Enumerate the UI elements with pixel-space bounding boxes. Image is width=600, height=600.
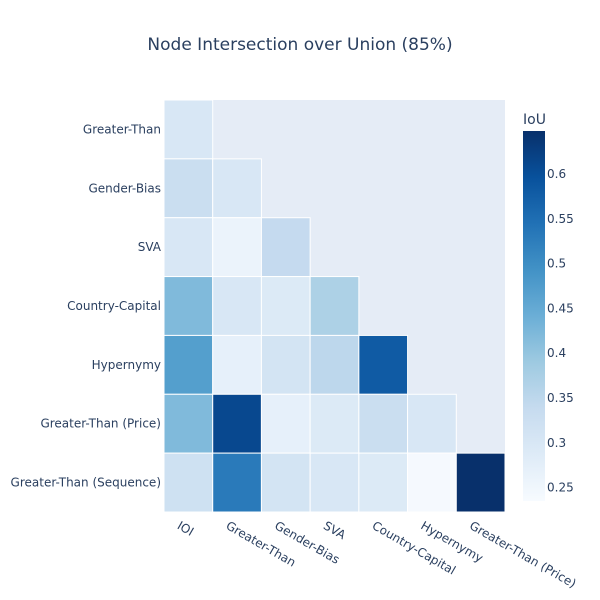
colorbar-title: IoU: [523, 112, 546, 128]
y-tick-label: Hypernymy: [92, 358, 161, 372]
y-tick-label: Gender-Bias: [88, 181, 161, 195]
colorbar-tick-label: 0.5: [547, 257, 566, 271]
heatmap-cell: [358, 393, 409, 454]
colorbar-tick-label: 0.45: [547, 301, 574, 315]
heatmap-cell: [455, 452, 506, 513]
heatmap-cell: [358, 334, 409, 395]
y-axis-tick-labels: Greater-Than Gender-Bias SVA Country-Capita…: [11, 122, 162, 489]
heatmap-cell: [309, 276, 360, 336]
heatmap-cell: [309, 452, 360, 513]
colorbar-gradient: [523, 131, 545, 501]
y-tick-label: SVA: [138, 240, 162, 254]
colorbar-tick-label: 0.3: [547, 436, 566, 450]
heatmap-cell: [407, 393, 457, 454]
heatmap-cell: [163, 158, 214, 219]
colorbar-tick-label: 0.4: [547, 346, 566, 360]
y-tick-label: Greater-Than (Price): [40, 417, 161, 431]
y-tick-label: Country-Capital: [67, 299, 161, 313]
heatmap-cell: [407, 452, 457, 513]
heatmap-cell: [212, 452, 262, 513]
heatmap-cell: [260, 393, 311, 454]
heatmap-plot-area: [163, 99, 506, 513]
colorbar-tick-labels: 0.25 0.3 0.35 0.4 0.45 0.5 0.55 0.6: [547, 167, 574, 495]
heatmap-cell: [163, 334, 214, 395]
x-tick-label: IOI: [175, 518, 196, 538]
heatmap-cell: [212, 334, 262, 395]
x-tick-label: Country-Capital: [370, 518, 458, 577]
heatmap-cell: [260, 276, 311, 336]
heatmap-cell: [163, 276, 214, 336]
heatmap-cell: [260, 334, 311, 395]
heatmap-cell: [309, 393, 360, 454]
colorbar: IoU 0.25 0.3 0.35 0.4 0.45 0.5 0.55 0.6: [523, 112, 574, 501]
colorbar-tick-label: 0.25: [547, 481, 574, 495]
y-tick-label: Greater-Than: [83, 122, 161, 136]
x-tick-label: SVA: [321, 518, 349, 542]
heatmap-cell: [163, 452, 214, 513]
heatmap-cell: [212, 158, 262, 219]
colorbar-tick-label: 0.6: [547, 167, 566, 181]
heatmap-cell: [212, 393, 262, 454]
y-tick-label: Greater-Than (Sequence): [11, 476, 161, 490]
chart-title: Node Intersection over Union (85%): [147, 35, 452, 55]
heatmap-cell: [309, 334, 360, 395]
heatmap-cell: [163, 393, 214, 454]
colorbar-tick-label: 0.55: [547, 212, 574, 226]
heatmap-cell: [358, 452, 409, 513]
colorbar-tick-label: 0.35: [547, 391, 574, 405]
heatmap-cell: [260, 217, 311, 278]
heatmap-cell: [212, 276, 262, 336]
heatmap-cell: [163, 217, 214, 278]
heatmap-cell: [212, 217, 262, 278]
heatmap-cell: [163, 99, 214, 160]
heatmap-cell: [260, 452, 311, 513]
